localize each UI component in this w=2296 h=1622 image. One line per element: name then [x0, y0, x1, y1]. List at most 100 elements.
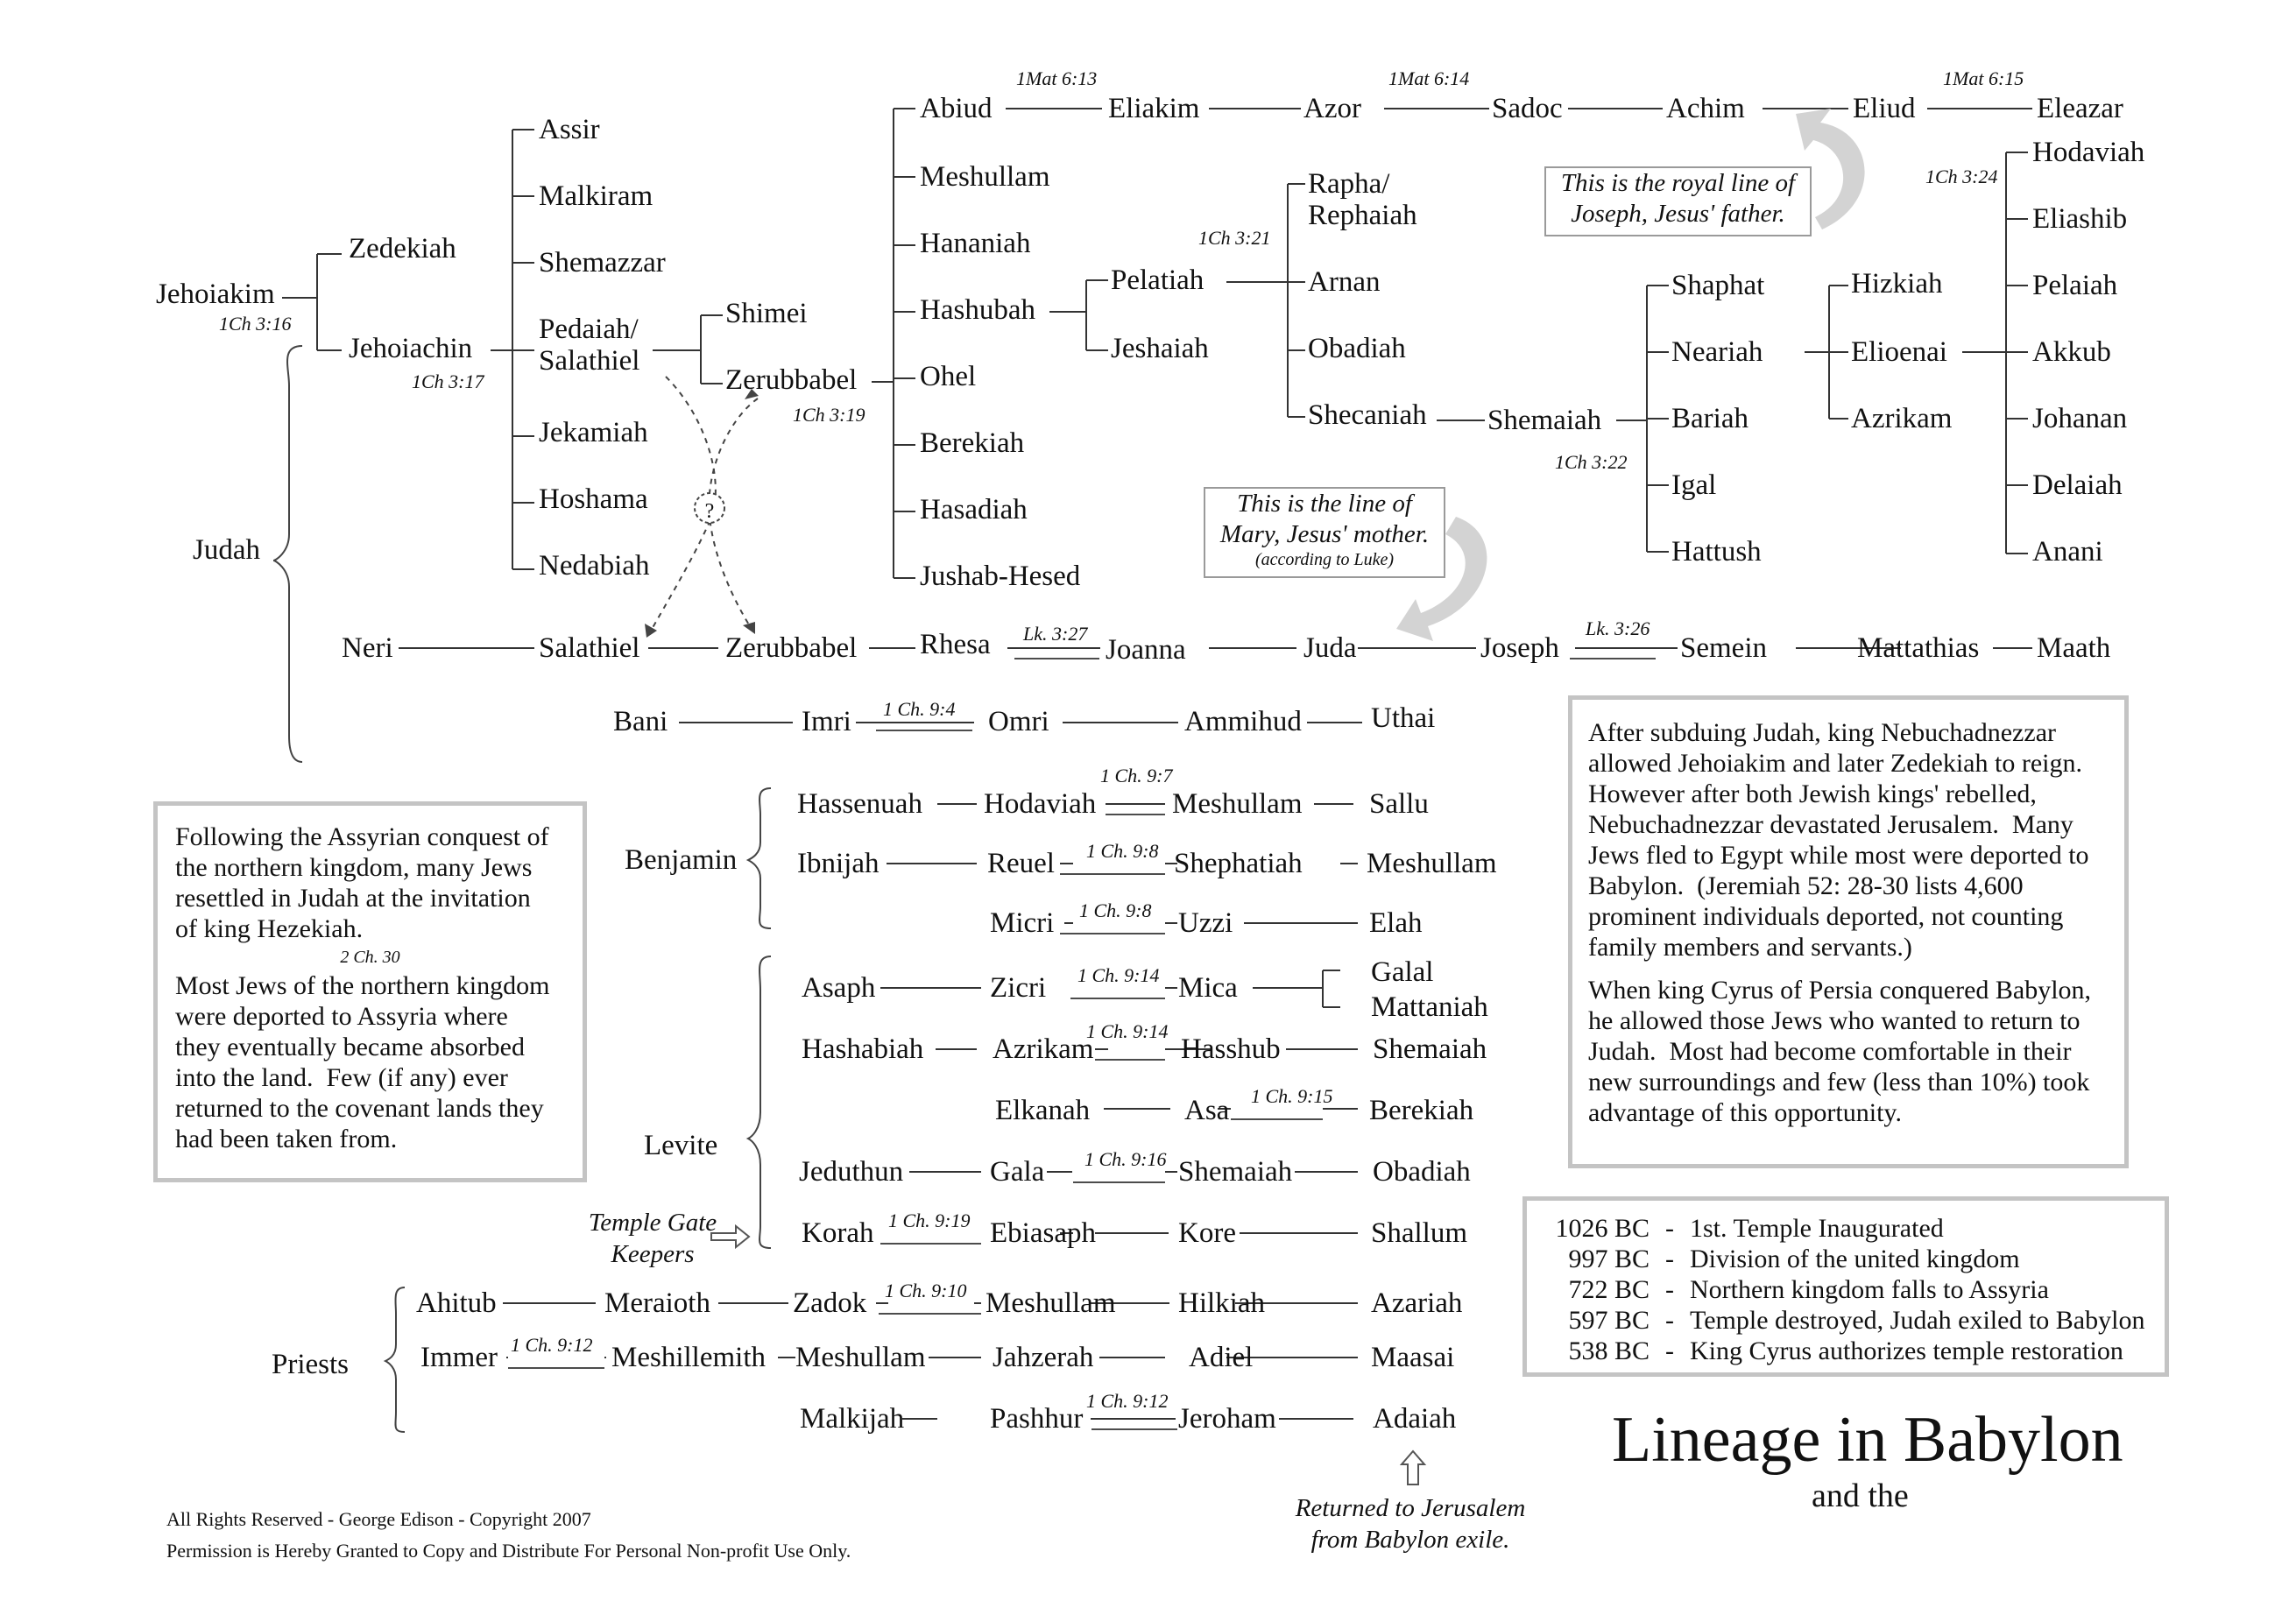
- timeline-event: King Cyrus authorizes temple restoration: [1690, 1336, 2123, 1365]
- scripture-ref: 1 Ch. 9:8: [1086, 840, 1159, 862]
- scripture-ref: 1 Ch. 9:8: [1079, 899, 1152, 921]
- person-azrikam: Azrikam: [1851, 403, 1953, 434]
- person-meraioth: Meraioth: [604, 1287, 710, 1319]
- group-priests: Priests: [272, 1349, 350, 1380]
- returned-label: Returned to Jerusalem from Babylon exile…: [1295, 1494, 1526, 1554]
- babylon-exile-p2: When king Cyrus of Persia conquered Baby…: [1588, 976, 2092, 1127]
- person-maasai: Maasai: [1371, 1342, 1455, 1373]
- person-imri: Imri: [802, 706, 851, 737]
- person-malkiram: Malkiram: [539, 180, 653, 212]
- timeline-date: 997 BC: [1568, 1245, 1650, 1273]
- scripture-ref: 1Ch 3:16: [219, 313, 292, 335]
- person-jeroham: Jeroham: [1178, 1403, 1276, 1435]
- timeline-box: 1026 BC -1st. Temple Inaugurated 997 BC - D…: [1522, 1196, 2169, 1377]
- timeline-row: 1026 BC -1st. Temple Inaugurated: [1536, 1213, 2156, 1244]
- person-sadoc: Sadoc: [1492, 93, 1563, 124]
- person-jushab-hesed: Jushab-Hesed: [920, 561, 1081, 592]
- person-omri: Omri: [988, 706, 1049, 737]
- scripture-ref: 1Ch 3:24: [1925, 166, 1998, 187]
- person-asa: Asa: [1184, 1095, 1230, 1126]
- person-meshullam: Meshullam: [920, 161, 1050, 193]
- mary-line-text: This is the line of Mary, Jesus' mother.: [1219, 490, 1430, 548]
- person-shemaiah: Shemaiah: [1487, 405, 1602, 436]
- person-elah: Elah: [1369, 907, 1423, 939]
- timeline-date: 597 BC: [1568, 1306, 1650, 1335]
- person-hizkiah: Hizkiah: [1851, 268, 1943, 300]
- chart-subtitle: and the: [1812, 1477, 1909, 1514]
- group-judah: Judah: [193, 534, 260, 566]
- person-bariah: Bariah: [1671, 403, 1748, 434]
- scripture-ref: 1Mat 6:13: [1016, 67, 1098, 89]
- timeline-row: 722 BC - Northern kingdom falls to Assyria: [1536, 1274, 2156, 1305]
- group-benjamin: Benjamin: [625, 844, 738, 876]
- person-reuel: Reuel: [987, 848, 1055, 879]
- person-semein: Semein: [1680, 632, 1767, 664]
- person-obadiah-2: Obadiah: [1373, 1156, 1471, 1188]
- scripture-ref: 1 Ch. 9:16: [1084, 1148, 1167, 1170]
- person-shallum: Shallum: [1371, 1217, 1468, 1249]
- scripture-ref: 1 Ch. 9:4: [883, 698, 956, 720]
- timeline-date: 1026 BC: [1555, 1214, 1650, 1243]
- person-hodaviah: Hodaviah: [2032, 137, 2145, 168]
- scripture-ref: 2 Ch. 30: [340, 948, 400, 967]
- scripture-ref: 1Ch 3:19: [793, 404, 865, 426]
- timeline-dash: -: [1665, 1275, 1674, 1304]
- timeline-dash: -: [1665, 1306, 1674, 1335]
- scripture-ref: 1 Ch. 9:19: [888, 1209, 971, 1231]
- scripture-ref: 1 Ch. 9:14: [1077, 964, 1160, 986]
- person-mattathias: Mattathias: [1857, 632, 1980, 664]
- timeline-row: 997 BC - Division of the united kingdom: [1536, 1244, 2156, 1274]
- mary-line-subtext: (according to Luke): [1254, 550, 1395, 569]
- person-johanan: Johanan: [2032, 403, 2128, 434]
- person-meshullam-3: Meshullam: [1367, 848, 1497, 879]
- person-shemaiah-3: Shemaiah: [1178, 1156, 1293, 1188]
- person-mica: Mica: [1178, 972, 1238, 1004]
- timeline-event: Temple destroyed, Judah exiled to Babylo…: [1690, 1306, 2145, 1335]
- person-kore: Kore: [1178, 1217, 1236, 1249]
- scripture-ref: 1Mat 6:15: [1943, 67, 2024, 89]
- scripture-ref: 1 Ch. 9:12: [511, 1334, 593, 1356]
- person-pelatiah: Pelatiah: [1111, 264, 1205, 296]
- person-ebiasaph: Ebiasaph: [990, 1217, 1096, 1249]
- person-eliashib: Eliashib: [2032, 203, 2128, 235]
- chart-title: Lineage in Babylon: [1612, 1404, 2123, 1476]
- person-azrikam-2: Azrikam: [993, 1033, 1094, 1065]
- person-ammihud: Ammihud: [1184, 706, 1302, 737]
- person-jeduthun: Jeduthun: [799, 1156, 904, 1188]
- person-pashhur: Pashhur: [990, 1403, 1084, 1435]
- person-immer: Immer: [420, 1342, 498, 1373]
- scripture-ref: Lk. 3:26: [1586, 617, 1650, 639]
- timeline-row: 597 BC - Temple destroyed, Judah exiled to…: [1536, 1305, 2156, 1336]
- person-micri: Micri: [990, 907, 1055, 939]
- person-akkub: Akkub: [2032, 336, 2111, 368]
- person-rapha: Rapha/ Rephaiah: [1308, 168, 1417, 231]
- person-zedekiah: Zedekiah: [349, 233, 456, 264]
- person-meshullam-4: Meshullam: [986, 1287, 1116, 1319]
- person-elkanah: Elkanah: [995, 1095, 1091, 1126]
- scripture-ref: 1Ch 3:21: [1198, 227, 1271, 249]
- person-shimei: Shimei: [725, 298, 808, 329]
- person-shemaiah-2: Shemaiah: [1373, 1033, 1487, 1065]
- copyright-line: All Rights Reserved - George Edison - Co…: [166, 1508, 591, 1530]
- person-neri: Neri: [342, 632, 393, 664]
- person-meshullam-5: Meshullam: [795, 1342, 926, 1373]
- northern-kingdom-p2: Most Jews of the northern kingdom were d…: [175, 971, 550, 1153]
- person-zicri: Zicri: [990, 972, 1047, 1004]
- person-azor: Azor: [1303, 93, 1361, 124]
- person-hilkiah: Hilkiah: [1178, 1287, 1265, 1319]
- mary-line-note: This is the line of Mary, Jesus' mother.…: [1204, 487, 1445, 578]
- timeline-event: Division of the united kingdom: [1690, 1245, 2020, 1273]
- timeline-row: 538 BC - King Cyrus authorizes temple rest…: [1536, 1336, 2156, 1366]
- person-azariah: Azariah: [1371, 1287, 1463, 1319]
- group-levite: Levite: [644, 1130, 718, 1161]
- person-achim: Achim: [1666, 93, 1745, 124]
- timeline-event: Northern kingdom falls to Assyria: [1690, 1275, 2049, 1304]
- person-jehoiakim: Jehoiakim: [156, 279, 275, 310]
- person-arnan: Arnan: [1308, 266, 1381, 298]
- person-obadiah: Obadiah: [1308, 333, 1406, 364]
- timeline-dash: -: [1665, 1336, 1674, 1365]
- person-eliud: Eliud: [1853, 93, 1916, 124]
- person-anani: Anani: [2032, 536, 2103, 568]
- babylon-exile-box: After subduing Judah, king Nebuchadnezza…: [1568, 695, 2129, 1168]
